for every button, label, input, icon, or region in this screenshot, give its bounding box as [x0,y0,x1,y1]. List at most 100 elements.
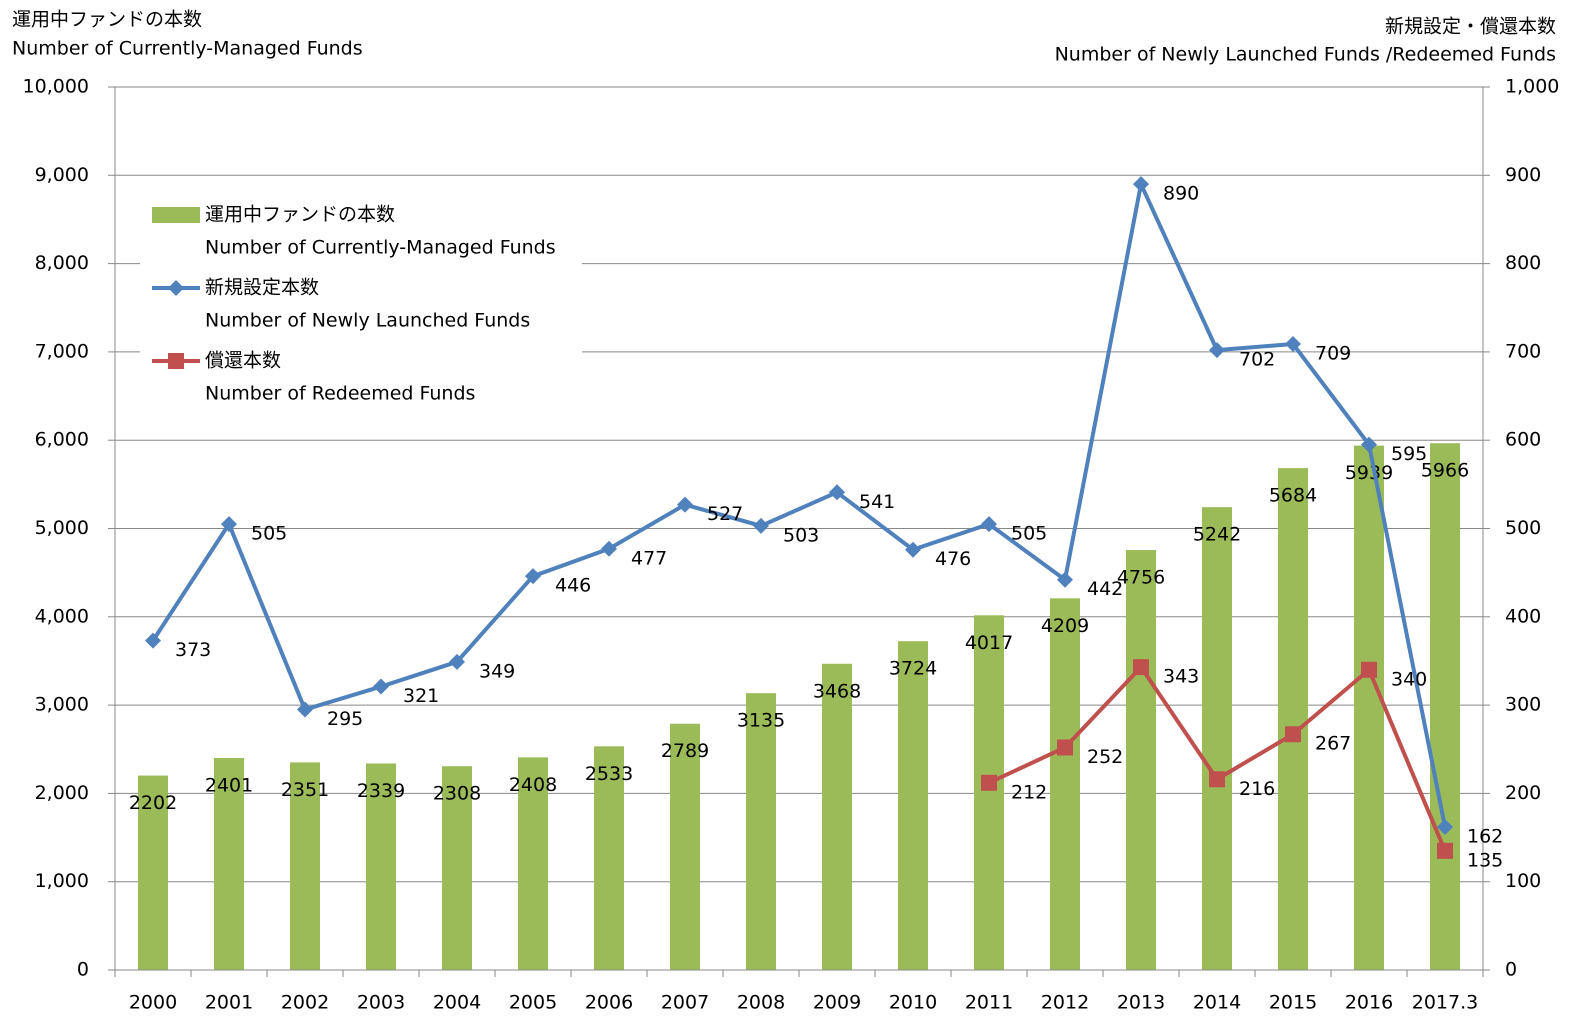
line-value-label: 135 [1467,849,1503,871]
bar [1202,507,1232,970]
x-tick-label: 2013 [1117,992,1165,1014]
x-tick-label: 2015 [1269,992,1317,1014]
x-tick-label: 2017.3 [1412,992,1478,1014]
legend-swatch [152,207,200,223]
y-tick-label: 1,000 [35,870,89,892]
bar [1430,443,1460,970]
line-value-label: 505 [251,523,287,545]
bar-value-label: 2789 [661,740,709,762]
legend-label: 償還本数 [205,350,281,372]
line-marker [1133,659,1149,676]
bar-value-label: 3135 [737,710,785,732]
line-marker [525,568,541,585]
line-marker [1057,739,1073,756]
bar-value-label: 5939 [1345,462,1393,484]
y-tick-label: 6,000 [35,429,89,451]
line-value-label: 709 [1315,342,1351,364]
x-tick-label: 2007 [661,992,709,1014]
bar [746,693,776,970]
line-marker [1133,176,1149,193]
line-marker [1361,436,1377,453]
bar-value-label: 3724 [889,658,937,680]
line-value-label: 595 [1391,443,1427,465]
line-marker [1209,342,1225,359]
line-marker [145,632,161,649]
x-tick-label: 2010 [889,992,937,1014]
y-tick-label: 9,000 [35,164,89,186]
line-marker [829,484,845,501]
bar-value-label: 2308 [433,783,481,805]
bar [290,762,320,970]
line-value-label: 321 [403,685,439,707]
x-tick-label: 2006 [585,992,633,1014]
line-value-label: 442 [1087,578,1123,600]
line-value-label: 702 [1239,349,1275,371]
bar-value-label: 4017 [965,632,1013,654]
line-marker [297,701,313,718]
y2-tick-label: 300 [1505,694,1541,716]
bar [822,663,852,970]
bar-value-label: 2401 [205,774,253,796]
legend-label: 新規設定本数 [205,277,319,299]
legend-label-en: Number of Currently-Managed Funds [205,237,556,259]
bar-value-label: 2533 [585,763,633,785]
bar-value-label: 2339 [357,780,405,802]
legend-label-en: Number of Newly Launched Funds [205,310,530,332]
bar [518,757,548,970]
y2-tick-label: 0 [1505,959,1517,981]
line-marker [677,496,693,513]
x-tick-label: 2009 [813,992,861,1014]
bar [1354,445,1384,970]
x-tick-label: 2016 [1345,992,1393,1014]
x-tick-label: 2003 [357,992,405,1014]
line-value-label: 216 [1239,778,1275,800]
bar-value-label: 2408 [509,774,557,796]
bar-value-label: 5684 [1269,485,1317,507]
line-marker [905,541,921,558]
line-marker [1209,771,1225,788]
y2-tick-label: 800 [1505,252,1541,274]
bar [214,757,244,970]
line-marker [753,517,769,534]
y-tick-label: 3,000 [35,694,89,716]
line-value-label: 340 [1391,668,1427,690]
bar [138,775,168,970]
bar-value-label: 5966 [1421,460,1469,482]
y-axis-title: 運用中ファンドの本数 [12,9,202,31]
line-marker [1285,726,1301,743]
line-value-label: 162 [1467,825,1503,847]
x-tick-label: 2001 [205,992,253,1014]
y-tick-label: 0 [77,959,89,981]
x-tick-label: 2014 [1193,992,1241,1014]
bar-value-label: 4756 [1117,567,1165,589]
bar [1278,468,1308,970]
line-value-label: 476 [935,548,971,570]
line-value-label: 477 [631,547,667,569]
line-value-label: 295 [327,708,363,730]
bar [1050,598,1080,970]
x-tick-label: 2005 [509,992,557,1014]
y-tick-label: 5,000 [35,517,89,539]
line-marker [1285,335,1301,352]
line-value-label: 212 [1011,781,1047,803]
y-tick-label: 8,000 [35,252,89,274]
y2-tick-label: 1,000 [1505,76,1559,98]
line [151,177,1447,828]
line-value-label: 890 [1163,183,1199,205]
x-tick-label: 2012 [1041,992,1089,1014]
y2-axis-title: 新規設定・償還本数 [1385,16,1556,38]
x-tick-label: 2011 [965,992,1013,1014]
bar-value-label: 5242 [1193,524,1241,546]
line-marker [221,516,237,533]
x-tick-label: 2008 [737,992,785,1014]
bar-value-label: 2351 [281,779,329,801]
line-value-label: 343 [1163,666,1199,688]
bar-value-label: 3468 [813,680,861,702]
x-tick-label: 2000 [129,992,177,1014]
line-marker [601,540,617,557]
bar [442,766,472,970]
line-value-label: 349 [479,660,515,682]
line-marker [981,774,997,791]
legend-box [140,192,582,414]
y2-tick-label: 900 [1505,164,1541,186]
